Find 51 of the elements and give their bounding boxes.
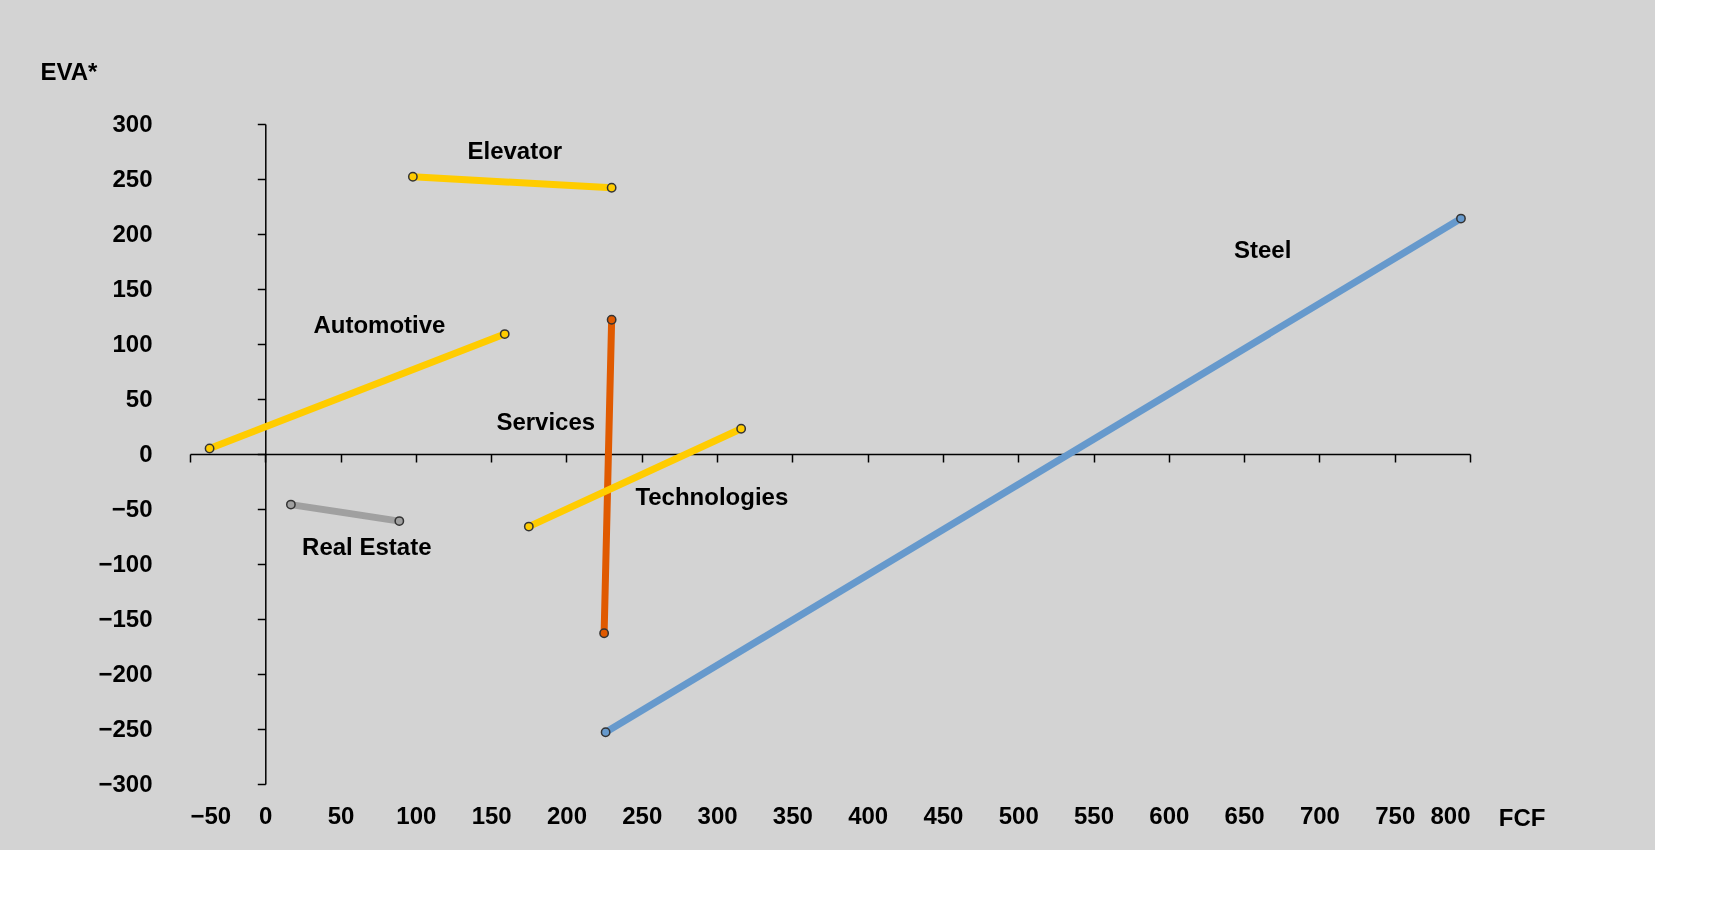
y-tick-label: −150 bbox=[98, 604, 153, 632]
x-axis-title: FCF bbox=[1498, 803, 1546, 831]
x-tick-label: 300 bbox=[697, 801, 738, 829]
x-tick-label: 200 bbox=[546, 801, 587, 829]
y-tick-label: −200 bbox=[98, 659, 153, 687]
x-tick-label: 350 bbox=[772, 801, 813, 829]
y-tick-label: 200 bbox=[112, 219, 153, 247]
x-tick-label: −50 bbox=[190, 801, 232, 829]
y-tick-label: 300 bbox=[112, 109, 153, 137]
y-tick-label: 0 bbox=[139, 439, 153, 467]
y-tick-label: 250 bbox=[112, 164, 153, 192]
point bbox=[736, 423, 747, 434]
series-label: Elevator bbox=[467, 137, 563, 165]
x-tick-label: 400 bbox=[848, 801, 889, 829]
x-tick-label: 800 bbox=[1430, 801, 1471, 829]
point bbox=[1456, 213, 1466, 224]
x-tick-label: 250 bbox=[622, 801, 663, 829]
point bbox=[606, 314, 617, 325]
point bbox=[407, 171, 418, 182]
x-tick-label: 450 bbox=[923, 801, 964, 829]
point bbox=[523, 521, 534, 532]
series-label: Technologies bbox=[635, 483, 789, 511]
point bbox=[499, 329, 510, 340]
text: Steel bbox=[1233, 235, 1292, 263]
y-tick-label: 150 bbox=[112, 274, 153, 302]
point bbox=[285, 499, 296, 510]
x-tick-label: 500 bbox=[998, 801, 1039, 829]
y-tick-label: 100 bbox=[112, 329, 153, 357]
x-tick-label: 100 bbox=[396, 801, 437, 829]
x-tick-label: 650 bbox=[1224, 801, 1265, 829]
x-tick-label: 0 bbox=[259, 801, 273, 829]
series-label: Real Estate bbox=[302, 533, 432, 561]
y-tick-label: −250 bbox=[98, 714, 153, 742]
y-axis-title: EVA* bbox=[40, 57, 99, 85]
y-tick-label: −100 bbox=[98, 549, 153, 577]
x-tick-label: 550 bbox=[1074, 801, 1115, 829]
point bbox=[204, 443, 215, 454]
point bbox=[394, 516, 405, 527]
point bbox=[606, 182, 617, 193]
series-label: Services bbox=[496, 408, 596, 436]
x-tick-label: 750 bbox=[1375, 801, 1416, 829]
point bbox=[600, 727, 611, 738]
x-tick-label: 50 bbox=[327, 801, 355, 829]
y-tick-label: −300 bbox=[98, 769, 153, 797]
x-tick-label: 600 bbox=[1149, 801, 1190, 829]
x-tick-label: 700 bbox=[1299, 801, 1340, 829]
y-tick-label: 50 bbox=[125, 384, 153, 412]
series-label: Automotive bbox=[313, 311, 446, 339]
point bbox=[599, 628, 610, 639]
x-tick-label: 150 bbox=[471, 801, 512, 829]
y-tick-label: −50 bbox=[111, 494, 153, 522]
